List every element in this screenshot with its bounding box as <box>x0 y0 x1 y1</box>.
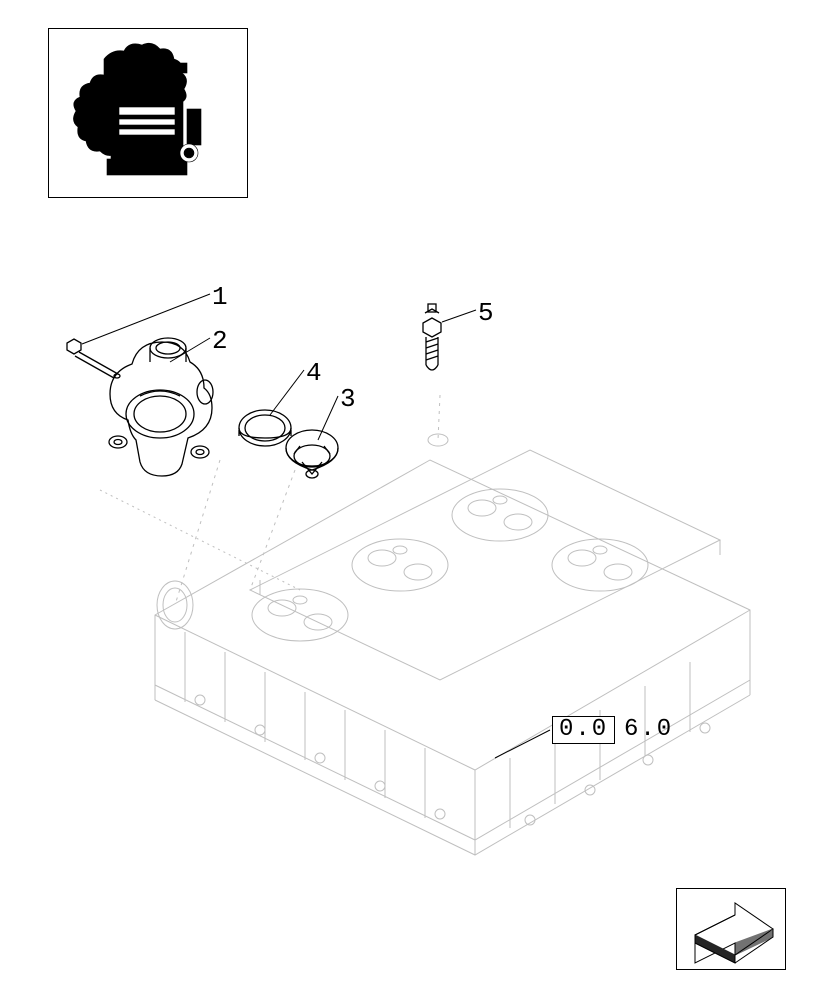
nav-arrow-icon <box>677 889 785 969</box>
crossref-trail: 6.0 <box>624 716 673 743</box>
callout-2: 2 <box>212 326 229 356</box>
callout-5: 5 <box>478 298 495 328</box>
main-diagram-svg <box>0 0 816 1000</box>
nav-next-button[interactable] <box>676 888 786 970</box>
part-seal-ring <box>239 410 291 446</box>
crossref-box[interactable]: 0.0 <box>552 716 615 744</box>
part-temp-sender <box>423 304 441 370</box>
diagram-canvas: 1 2 4 3 5 0.0 6.0 <box>0 0 816 1000</box>
assembly-axis-lines <box>100 395 440 605</box>
callout-1: 1 <box>212 282 229 312</box>
crossref-box-text: 0.0 <box>559 716 608 744</box>
callout-4: 4 <box>306 358 323 388</box>
cylinder-head-ghost <box>155 434 750 855</box>
part-thermostat <box>286 430 338 478</box>
part-bolt <box>67 339 120 378</box>
callout-3: 3 <box>340 384 357 414</box>
part-thermostat-housing <box>109 338 213 476</box>
